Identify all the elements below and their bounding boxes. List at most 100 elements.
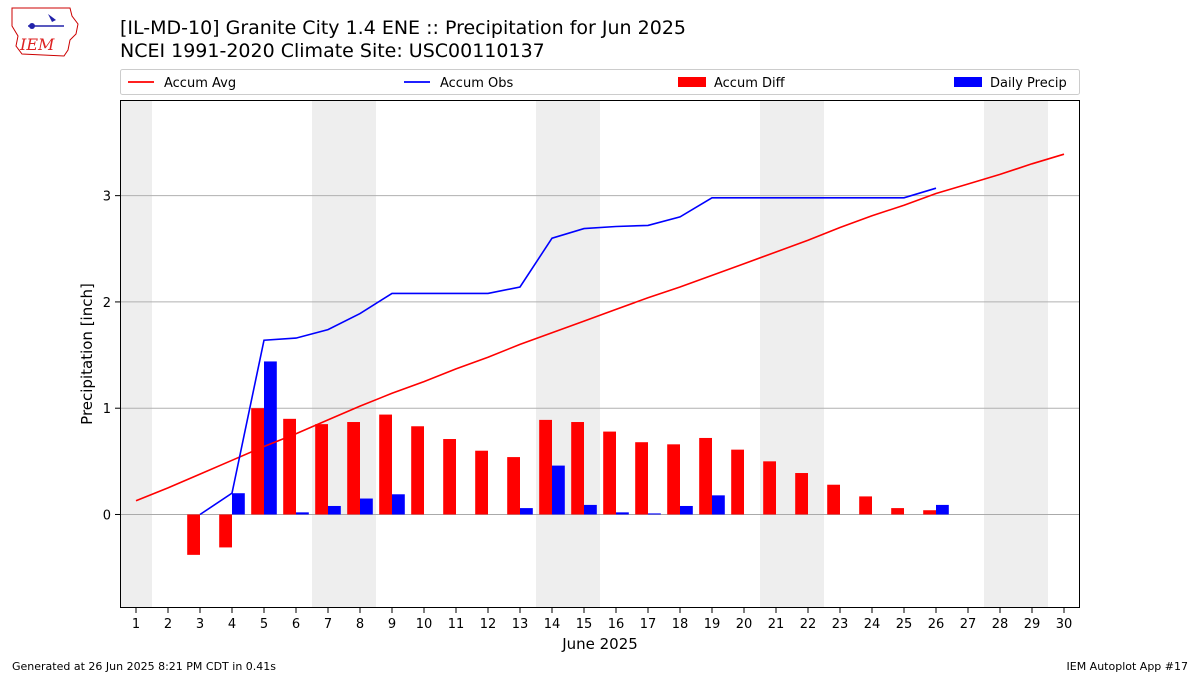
accum-diff-bar [539,419,552,515]
x-tick-label: 10 [416,617,433,632]
accum-diff-bar [731,449,744,515]
weekend-band [760,100,824,608]
accum-avg-line [135,153,1065,502]
legend-bar-swatch [954,77,982,87]
weekend-band [120,100,152,608]
x-tick-label: 2 [164,617,172,632]
daily-precip-bar [264,361,277,515]
daily-precip-bar [328,505,341,515]
weekend-band [536,100,600,608]
accum-diff-bar [859,496,872,515]
accum-diff-bar [347,422,360,515]
accum-diff-bar [251,408,264,515]
weekend-band [312,100,376,608]
x-tick-label: 27 [960,617,977,632]
x-tick-label: 14 [544,617,561,632]
chart-subtitle: NCEI 1991-2020 Climate Site: USC00110137 [120,40,545,62]
x-tick-label: 11 [448,617,465,632]
bars-group [187,361,949,555]
accum-diff-bar [923,510,936,515]
chart-title: [IL-MD-10] Granite City 1.4 ENE :: Preci… [120,17,686,39]
accum-diff-bar [635,442,648,515]
plot-frame [120,100,1080,608]
x-axis-label: June 2025 [561,635,638,653]
x-tick-label: 15 [576,617,593,632]
legend: Accum Avg Accum Obs Accum Diff Daily Precip [128,76,1067,91]
x-tick-label: 26 [928,617,945,632]
daily-precip-bar [648,513,661,515]
x-tick-label: 1 [132,617,140,632]
accum-diff-bar [795,473,808,515]
daily-precip-bar [296,512,309,515]
y-tick-label: 1 [103,402,111,417]
x-tick-label: 12 [480,617,497,632]
x-tick-label: 5 [260,617,268,632]
footer-app: IEM Autoplot App #17 [1066,660,1189,673]
accum-diff-bar [667,444,680,515]
accum-diff-bar [187,514,200,555]
x-tick-label: 20 [736,617,753,632]
accum-diff-bar [571,422,584,515]
daily-precip-bar [232,493,245,515]
accum-diff-bar [507,457,520,515]
x-tick-label: 7 [324,617,332,632]
accum-diff-bar [475,450,488,515]
x-tick-label: 17 [640,617,657,632]
accum-diff-bar [763,461,776,515]
x-tick-label: 4 [228,617,236,632]
accum-diff-bar [219,514,232,548]
accum-obs-line [199,187,937,516]
x-tick-label: 23 [832,617,849,632]
accum-diff-bar [827,484,840,515]
lines-group [135,153,1065,516]
x-tick-label: 16 [608,617,625,632]
legend-bar-swatch [678,77,706,87]
legend-label: Accum Diff [714,76,786,91]
accum-diff-bar [699,437,712,515]
daily-precip-bar [712,495,725,515]
daily-precip-bar [936,504,949,515]
weekend-bands [120,100,1048,608]
state-outline-icon [11,7,79,57]
y-tick-label: 3 [103,190,111,205]
weekend-band [984,100,1048,608]
y-gridlines [120,195,1080,409]
x-tick-label: 29 [1024,617,1041,632]
x-tick-label: 3 [196,617,204,632]
legend-label: Accum Obs [440,76,513,91]
accum-diff-bar [443,439,456,515]
x-tick-label: 21 [768,617,785,632]
accum-diff-bar [283,418,296,515]
y-axis-ticks: 0 1 2 3 [103,190,120,523]
x-tick-label: 24 [864,617,881,632]
legend-label: Accum Avg [164,76,236,91]
footer-generated: Generated at 26 Jun 2025 8:21 PM CDT in … [12,660,277,673]
accum-diff-bar [315,424,328,515]
daily-precip-bar [392,494,405,515]
iem-logo: IEM [11,7,79,57]
y-axis-label: Precipitation [inch] [78,283,96,425]
x-tick-label: 9 [388,617,396,632]
x-tick-label: 28 [992,617,1009,632]
accum-diff-bar [891,508,904,515]
daily-precip-bar [616,512,629,515]
daily-precip-bar [552,465,565,515]
y-tick-label: 0 [103,508,111,523]
x-tick-label: 30 [1056,617,1073,632]
daily-precip-bar [584,504,597,515]
accum-diff-bar [411,426,424,515]
x-tick-label: 13 [512,617,529,632]
y-tick-label: 2 [103,296,111,311]
x-tick-label: 22 [800,617,817,632]
logo-text: IEM [19,35,55,54]
accum-diff-bar [379,414,392,515]
accum-diff-bar [603,431,616,515]
legend-label: Daily Precip [990,76,1067,91]
x-tick-label: 25 [896,617,913,632]
daily-precip-bar [360,498,373,515]
x-tick-label: 18 [672,617,689,632]
legend-box [120,69,1080,95]
x-tick-label: 19 [704,617,721,632]
x-tick-label: 8 [356,617,364,632]
